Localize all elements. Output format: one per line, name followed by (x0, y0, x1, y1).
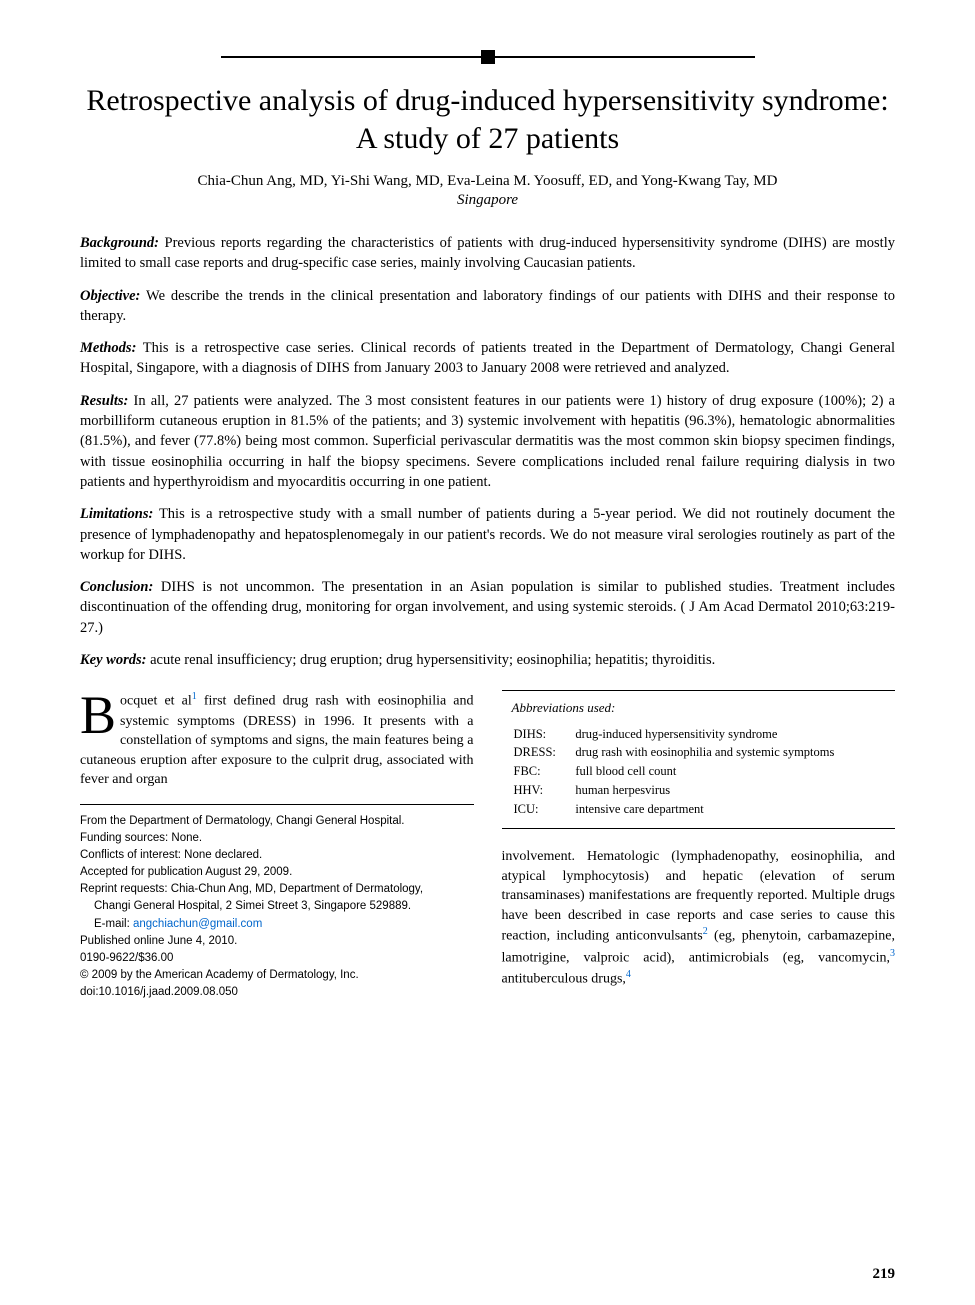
abbr-def: human herpesvirus (575, 782, 883, 799)
email-link[interactable]: angchiachun@gmail.com (133, 918, 262, 930)
abbr-row: HHV:human herpesvirus (514, 782, 884, 799)
abstract-limitations: Limitations: This is a retrospective stu… (80, 504, 895, 565)
article-title: Retrospective analysis of drug-induced h… (80, 82, 895, 157)
footer-conflicts: Conflicts of interest: None declared. (80, 847, 474, 863)
keywords-label: Key words: (80, 652, 146, 668)
abbreviations-box: Abbreviations used: DIHS:drug-induced hy… (502, 690, 896, 829)
abbr-key: ICU: (514, 801, 574, 818)
abbr-key: DIHS: (514, 726, 574, 743)
results-text: In all, 27 patients were analyzed. The 3… (80, 393, 895, 490)
footer-rule (80, 804, 474, 805)
two-column-body: Bocquet et al1 first defined drug rash w… (80, 690, 895, 1001)
abbr-key: DRESS: (514, 744, 574, 761)
objective-text: We describe the trends in the clinical p… (80, 288, 895, 324)
article-footer: From the Department of Dermatology, Chan… (80, 813, 474, 1000)
abbreviations-title: Abbreviations used: (512, 699, 886, 717)
footer-email-line: E-mail: angchiachun@gmail.com (80, 916, 474, 932)
abbr-def: full blood cell count (575, 763, 883, 780)
abbr-row: FBC:full blood cell count (514, 763, 884, 780)
footer-funding: Funding sources: None. (80, 830, 474, 846)
methods-label: Methods: (80, 340, 136, 356)
abbr-row: DRESS:drug rash with eosinophilia and sy… (514, 744, 884, 761)
footer-published: Published online June 4, 2010. (80, 933, 474, 949)
intro-paragraph: Bocquet et al1 first defined drug rash w… (80, 690, 474, 790)
objective-label: Objective: (80, 288, 140, 304)
conclusion-label: Conclusion: (80, 579, 153, 595)
para1-part1: ocquet et al (120, 694, 192, 709)
footer-reprint2: Changi General Hospital, 2 Simei Street … (80, 898, 474, 914)
left-column: Bocquet et al1 first defined drug rash w… (80, 690, 474, 1001)
ornament-square (481, 50, 495, 64)
location: Singapore (80, 192, 895, 209)
abstract-objective: Objective: We describe the trends in the… (80, 286, 895, 327)
abstract-methods: Methods: This is a retrospective case se… (80, 338, 895, 379)
abbreviations-table: DIHS:drug-induced hypersensitivity syndr… (512, 724, 886, 820)
footer-reprint1: Reprint requests: Chia-Chun Ang, MD, Dep… (80, 881, 474, 897)
methods-text: This is a retrospective case series. Cli… (80, 340, 895, 376)
abbr-key: HHV: (514, 782, 574, 799)
footer-doi: doi:10.1016/j.jaad.2009.08.050 (80, 984, 474, 1000)
ref-3[interactable]: 3 (890, 948, 895, 959)
abstract: Background: Previous reports regarding t… (80, 233, 895, 670)
abbr-key: FBC: (514, 763, 574, 780)
abbr-def: intensive care department (575, 801, 883, 818)
ornament-line-left (221, 56, 481, 58)
footer-accepted: Accepted for publication August 29, 2009… (80, 864, 474, 880)
abstract-results: Results: In all, 27 patients were analyz… (80, 391, 895, 492)
page-number: 219 (873, 1266, 896, 1283)
footer-from: From the Department of Dermatology, Chan… (80, 813, 474, 829)
abbr-row: ICU:intensive care department (514, 801, 884, 818)
authors: Chia-Chun Ang, MD, Yi-Shi Wang, MD, Eva-… (80, 173, 895, 190)
email-label: E-mail: (94, 918, 133, 930)
footer-issn: 0190-9622/$36.00 (80, 950, 474, 966)
abbr-row: DIHS:drug-induced hypersensitivity syndr… (514, 726, 884, 743)
ref-4[interactable]: 4 (626, 969, 631, 980)
limitations-text: This is a retrospective study with a sma… (80, 506, 895, 563)
title-ornament (80, 50, 895, 64)
conclusion-text: DIHS is not uncommon. The presentation i… (80, 579, 895, 636)
abstract-keywords: Key words: acute renal insufficiency; dr… (80, 650, 895, 670)
footer-copyright: © 2009 by the American Academy of Dermat… (80, 967, 474, 983)
abbr-def: drug-induced hypersensitivity syndrome (575, 726, 883, 743)
dropcap: B (80, 690, 120, 736)
keywords-text: acute renal insufficiency; drug eruption… (146, 652, 715, 668)
right-column: Abbreviations used: DIHS:drug-induced hy… (502, 690, 896, 1001)
ornament-line-right (495, 56, 755, 58)
background-text: Previous reports regarding the character… (80, 235, 895, 271)
results-label: Results: (80, 393, 128, 409)
abstract-background: Background: Previous reports regarding t… (80, 233, 895, 274)
limitations-label: Limitations: (80, 506, 153, 522)
para2-part3: antituberculous drugs, (502, 971, 626, 986)
continuation-paragraph: involvement. Hematologic (lymphadenopath… (502, 847, 896, 989)
abbr-def: drug rash with eosinophilia and systemic… (575, 744, 883, 761)
abstract-conclusion: Conclusion: DIHS is not uncommon. The pr… (80, 577, 895, 638)
background-label: Background: (80, 235, 159, 251)
